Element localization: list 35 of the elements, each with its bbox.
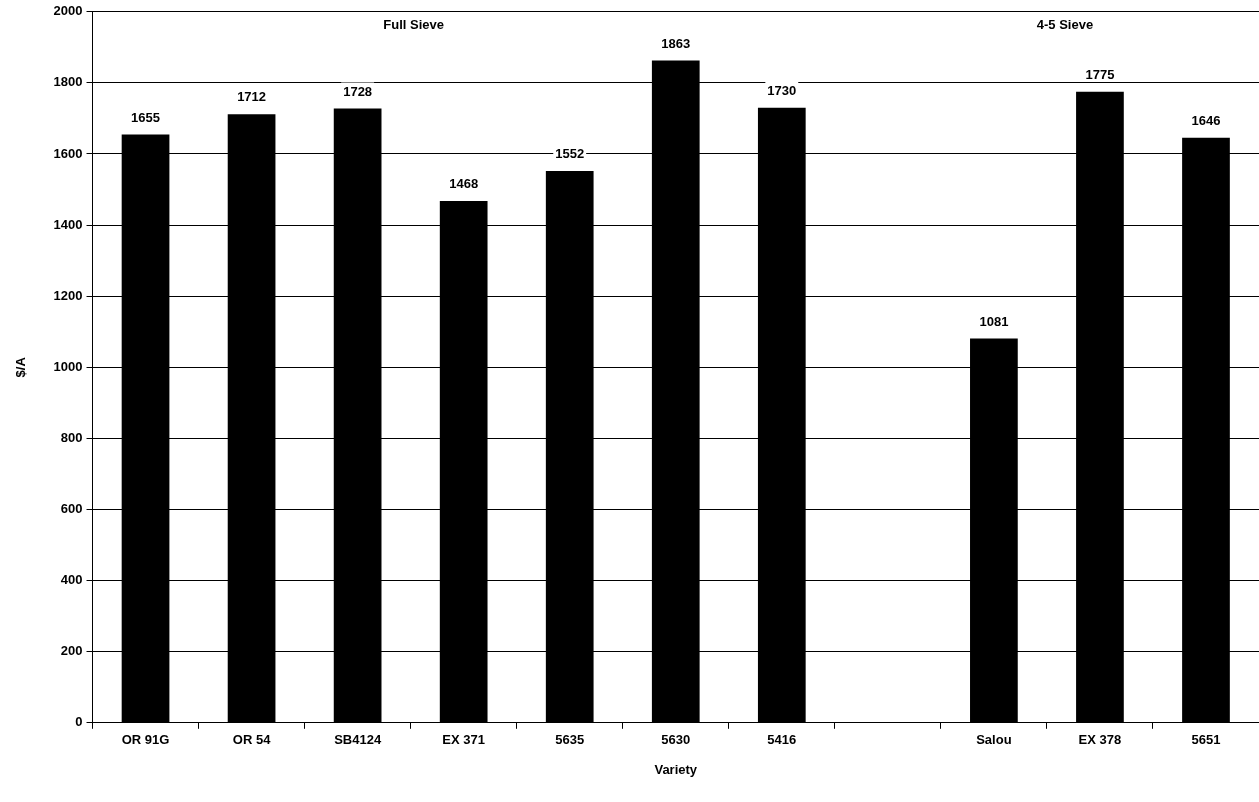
y-tick-label: 2000 — [53, 3, 83, 19]
data-label: 1552 — [555, 146, 585, 162]
x-tick-label: 5630 — [661, 732, 691, 748]
x-tick-label: EX 371 — [442, 732, 485, 748]
y-tick-label: 0 — [75, 714, 83, 730]
data-label: 1655 — [131, 109, 160, 125]
x-tick-label: OR 54 — [232, 732, 272, 748]
x-tick-label: OR 91G — [121, 732, 170, 748]
y-tick-label: 1600 — [53, 145, 83, 161]
x-tick-label: Salou — [976, 732, 1012, 748]
data-label: 1730 — [767, 82, 797, 98]
y-tick-label: 1800 — [53, 74, 83, 90]
data-label: 1646 — [1191, 112, 1221, 128]
y-axis-title: $/A — [13, 356, 29, 378]
y-tick-label: 800 — [60, 429, 83, 445]
data-label: 1863 — [661, 35, 691, 51]
x-tick-label: 5416 — [767, 732, 797, 748]
data-label: 1468 — [449, 176, 479, 191]
x-tick-label: SB4124 — [334, 732, 382, 748]
annotation: Full Sieve — [383, 17, 445, 33]
y-tick-label: 200 — [60, 643, 83, 659]
annotation: 4-5 Sieve — [1036, 17, 1094, 33]
y-tick-label: 1200 — [53, 287, 83, 303]
data-label: 1775 — [1085, 66, 1115, 82]
x-tick-label: 5635 — [555, 732, 585, 748]
data-label: 1712 — [237, 89, 267, 105]
x-tick-label: 5651 — [1191, 732, 1221, 748]
y-tick-label: 400 — [60, 572, 83, 588]
y-tick-label: 1000 — [53, 358, 83, 374]
y-tick-label: 600 — [60, 501, 83, 517]
data-label: 1081 — [979, 313, 1009, 329]
y-tick-label: 1400 — [53, 216, 83, 232]
x-tick-label: EX 378 — [1078, 732, 1122, 748]
data-label: 1728 — [343, 83, 373, 99]
x-axis-title: Variety — [654, 761, 698, 777]
